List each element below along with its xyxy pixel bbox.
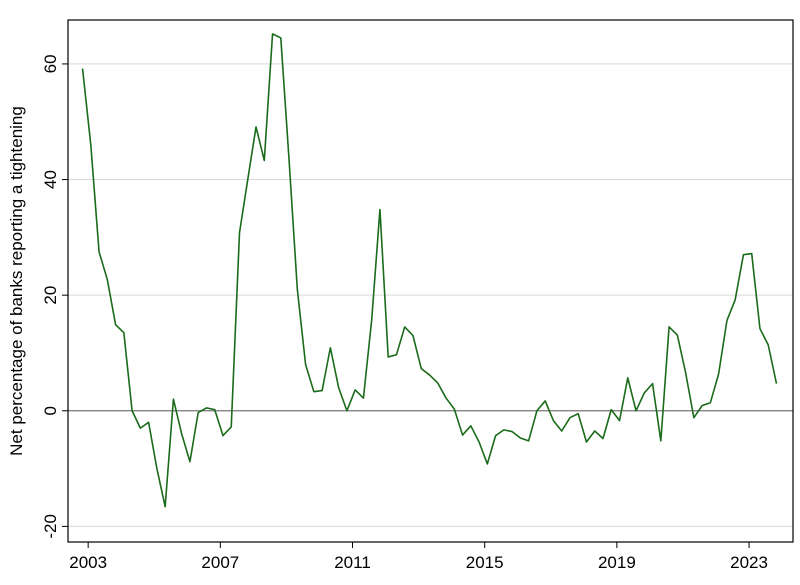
x-tick-label: 2011 (334, 553, 371, 572)
y-tick-label: 60 (41, 54, 60, 73)
x-tick-label: 2007 (201, 553, 239, 572)
y-axis-label: Net percentage of banks reporting a tigh… (7, 106, 26, 456)
x-tick-label: 2023 (730, 553, 768, 572)
data-line (81, 33, 778, 508)
x-tick-label: 2003 (69, 553, 107, 572)
x-tick-label: 2019 (598, 553, 636, 572)
x-tick-label: 2015 (466, 553, 504, 572)
y-tick-label: -20 (41, 514, 60, 539)
y-tick-label: 0 (41, 406, 60, 415)
y-tick-label: 40 (41, 170, 60, 189)
plot-frame (67, 19, 794, 543)
y-tick-label: 20 (41, 286, 60, 305)
